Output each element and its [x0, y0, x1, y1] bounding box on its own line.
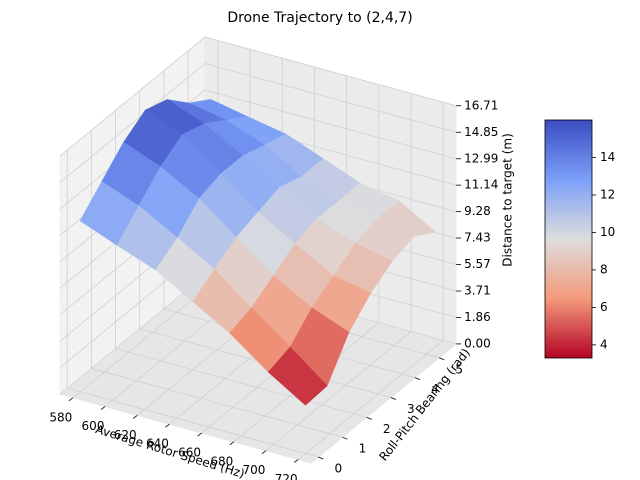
- grid-line: [297, 340, 444, 460]
- tick-mark: [293, 459, 299, 463]
- z-tick-label: 12.99: [464, 151, 498, 165]
- y-tick-label: 4: [431, 382, 439, 396]
- grid-line: [204, 89, 457, 160]
- grid-line: [59, 274, 206, 395]
- x-tick-label: 720: [275, 472, 298, 480]
- x-tick-label: 580: [49, 410, 72, 424]
- x-tick-label: 700: [243, 463, 266, 477]
- z-tick-label: 11.14: [464, 178, 498, 192]
- x-tick-label: 640: [146, 437, 169, 451]
- z-tick-label: 9.28: [464, 204, 491, 218]
- colorbar: [544, 119, 593, 359]
- tick-mark: [100, 406, 106, 410]
- colorbar-tick-label: 6: [600, 300, 608, 314]
- grid-line: [67, 387, 319, 458]
- x-tick-label: 620: [114, 428, 137, 442]
- tick-mark: [261, 450, 267, 454]
- y-tick-label: 3: [407, 402, 415, 416]
- grid-line: [59, 63, 206, 183]
- grid-line: [265, 331, 412, 451]
- tick-mark: [414, 377, 421, 381]
- tick-mark: [165, 423, 170, 428]
- tick-mark: [439, 357, 445, 361]
- grid-line: [115, 348, 367, 418]
- colorbar-tick-label: 14: [600, 150, 615, 164]
- z-tick-label: 0.00: [464, 336, 491, 350]
- tick-mark: [132, 415, 138, 419]
- chart-title: Drone Trajectory to (2,4,7): [227, 10, 412, 26]
- axes-labels: 5806006206406606807007200123450.001.863.…: [49, 98, 615, 480]
- z-tick-label: 3.71: [464, 284, 491, 298]
- z-axis-label: Distance to target (m): [501, 133, 515, 267]
- z-tick-label: 14.85: [464, 125, 498, 139]
- grid-line: [91, 368, 343, 438]
- z-tick-label: 7.43: [464, 231, 491, 245]
- tick-mark: [318, 456, 324, 460]
- z-tick-label: 16.71: [464, 98, 498, 112]
- colorbar-tick-label: 8: [600, 262, 608, 276]
- colorbar-tick-label: 10: [600, 225, 615, 239]
- x-tick-label: 660: [178, 446, 201, 460]
- y-tick-label: 5: [455, 362, 463, 376]
- z-tick-label: 5.57: [464, 257, 491, 271]
- grid-line: [204, 63, 457, 133]
- tick-mark: [390, 397, 396, 400]
- y-tick-label: 0: [334, 462, 342, 476]
- colorbar-tick-label: 4: [600, 337, 608, 351]
- tick-mark: [342, 436, 348, 440]
- surface-cell: [268, 346, 328, 406]
- tick-mark: [68, 397, 74, 402]
- grid-line: [204, 36, 457, 107]
- colorbar-tick-label: 12: [600, 187, 615, 201]
- tick-mark: [229, 441, 235, 446]
- z-tick-label: 1.86: [464, 310, 491, 324]
- tick-mark: [197, 432, 202, 437]
- x-tick-label: 680: [210, 454, 233, 468]
- grid-line: [59, 36, 206, 157]
- x-tick-label: 600: [82, 419, 105, 433]
- y-tick-label: 1: [359, 442, 367, 456]
- surface: [79, 99, 437, 406]
- tick-mark: [366, 416, 372, 420]
- y-tick-label: 2: [383, 422, 391, 436]
